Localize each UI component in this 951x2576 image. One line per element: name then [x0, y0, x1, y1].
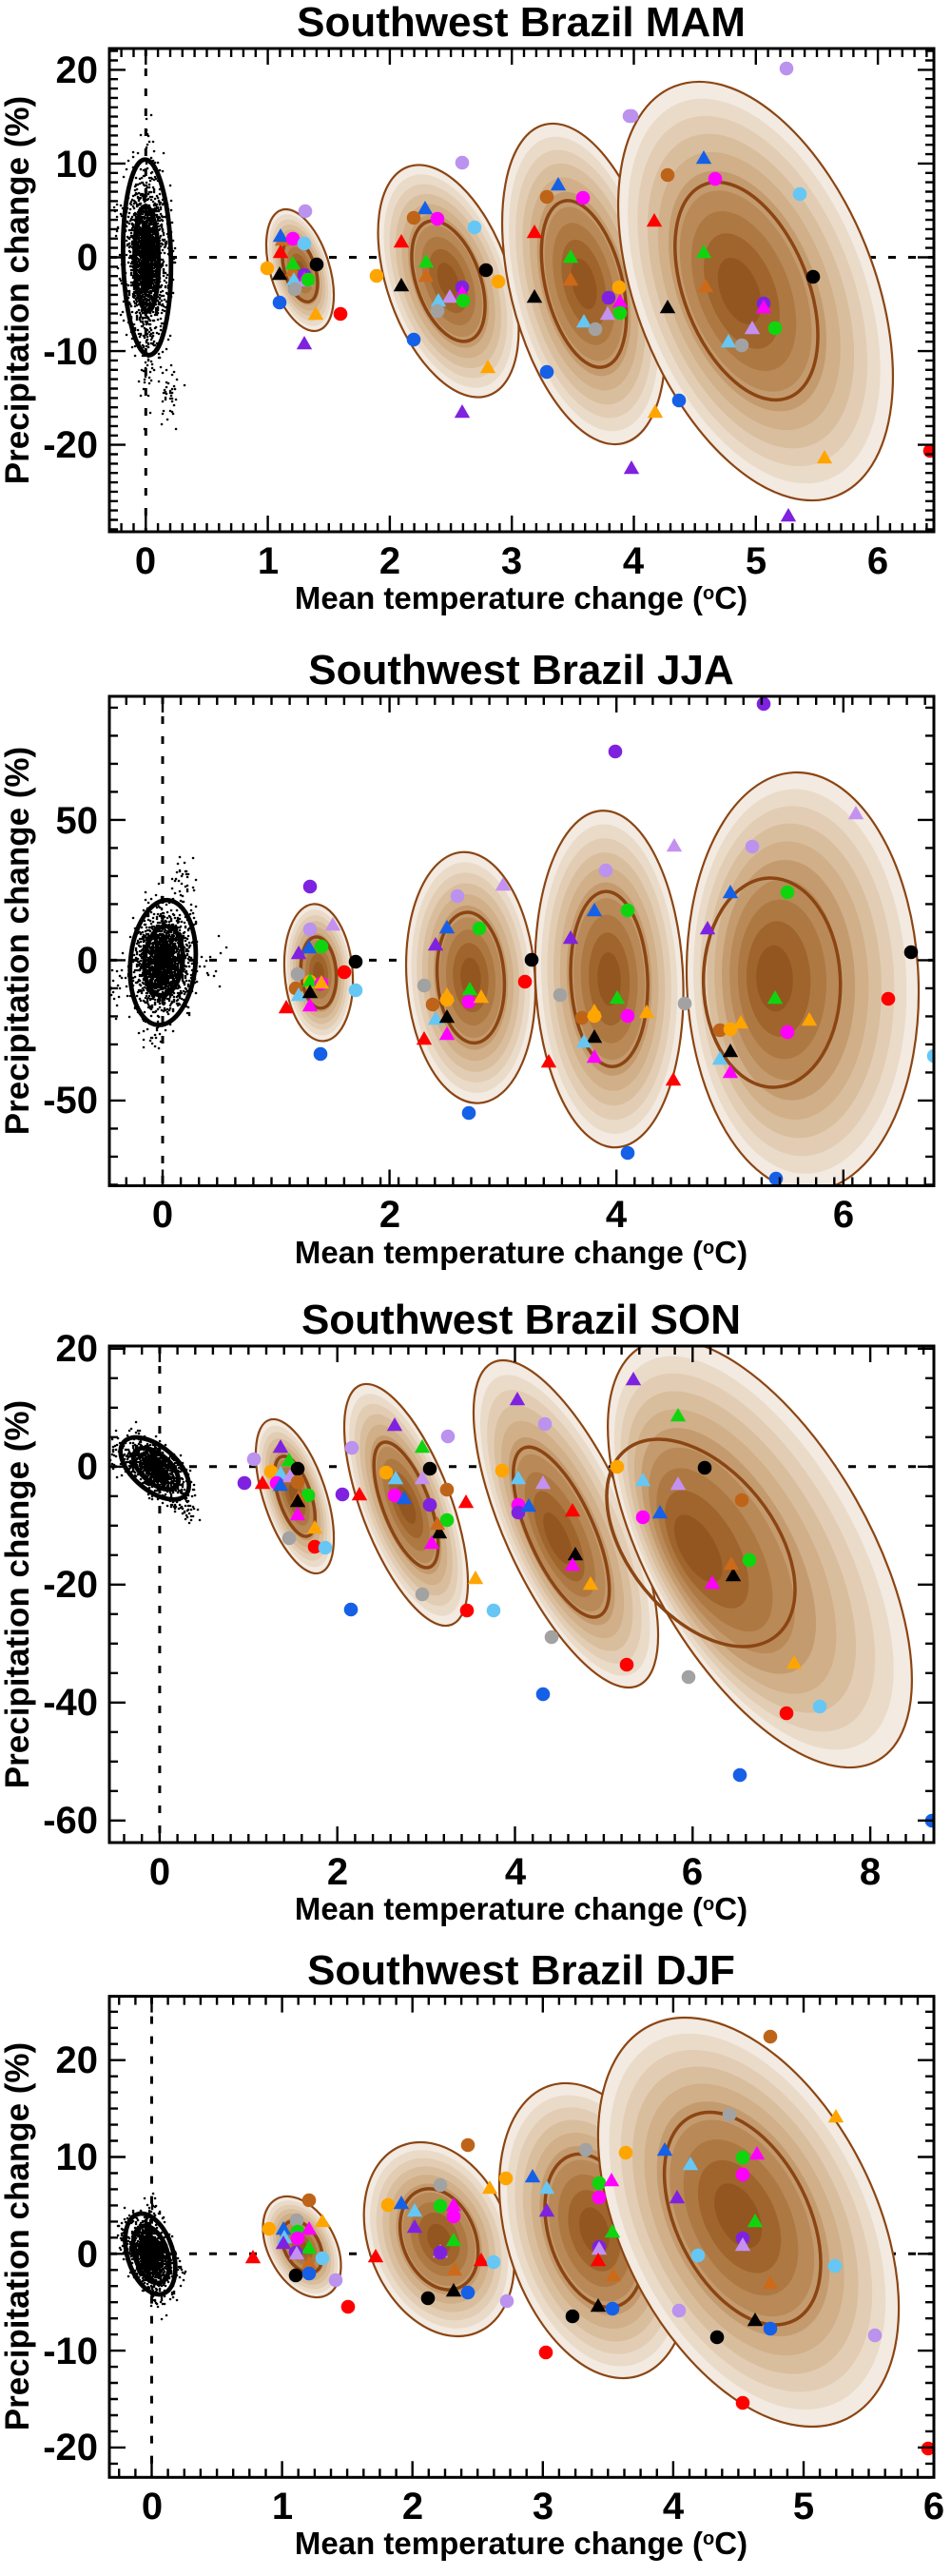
svg-text:Mean temperature change (oC): Mean temperature change (oC) — [295, 2526, 747, 2561]
svg-text:0: 0 — [77, 940, 98, 982]
svg-text:2: 2 — [379, 1194, 400, 1236]
svg-text:3: 3 — [501, 540, 522, 582]
svg-text:4: 4 — [663, 2486, 685, 2527]
svg-text:-20: -20 — [43, 1564, 98, 1606]
svg-text:10: 10 — [56, 144, 99, 185]
svg-text:5: 5 — [793, 2486, 814, 2527]
svg-text:10: 10 — [56, 2137, 99, 2178]
svg-text:Precipitation change (%): Precipitation change (%) — [0, 96, 36, 484]
svg-text:8: 8 — [860, 1851, 881, 1893]
svg-text:Precipitation change (%): Precipitation change (%) — [0, 2042, 36, 2430]
svg-text:20: 20 — [56, 2039, 99, 2081]
svg-text:0: 0 — [77, 2234, 98, 2275]
svg-text:-20: -20 — [43, 424, 98, 466]
svg-text:1: 1 — [258, 540, 279, 582]
svg-text:6: 6 — [682, 1851, 703, 1893]
svg-text:Mean temperature change (oC): Mean temperature change (oC) — [295, 1235, 747, 1270]
svg-text:0: 0 — [149, 1851, 170, 1893]
svg-text:2: 2 — [327, 1851, 348, 1893]
svg-text:-10: -10 — [43, 331, 98, 373]
svg-text:4: 4 — [606, 1194, 628, 1236]
svg-text:0: 0 — [77, 1446, 98, 1488]
svg-text:3: 3 — [533, 2486, 553, 2527]
svg-text:20: 20 — [56, 49, 99, 91]
svg-text:Precipitation change (%): Precipitation change (%) — [0, 747, 36, 1135]
svg-text:Southwest Brazil MAM: Southwest Brazil MAM — [297, 0, 746, 46]
svg-text:4: 4 — [623, 540, 645, 582]
svg-text:0: 0 — [142, 2486, 163, 2527]
svg-text:0: 0 — [77, 237, 98, 279]
svg-text:Southwest Brazil JJA: Southwest Brazil JJA — [308, 647, 733, 693]
svg-text:6: 6 — [867, 540, 888, 582]
svg-text:Mean temperature change (oC): Mean temperature change (oC) — [295, 1891, 747, 1926]
svg-text:1: 1 — [272, 2486, 293, 2527]
svg-text:5: 5 — [746, 540, 767, 582]
svg-text:0: 0 — [135, 540, 156, 582]
svg-text:4: 4 — [505, 1851, 527, 1893]
svg-text:0: 0 — [152, 1194, 173, 1236]
svg-text:2: 2 — [379, 540, 400, 582]
svg-text:-20: -20 — [43, 2427, 98, 2469]
svg-text:Southwest Brazil DJF: Southwest Brazil DJF — [307, 1947, 735, 1994]
svg-text:Southwest Brazil SON: Southwest Brazil SON — [301, 1297, 741, 1343]
svg-text:20: 20 — [56, 1328, 99, 1370]
svg-text:-50: -50 — [43, 1080, 98, 1122]
svg-text:2: 2 — [402, 2486, 423, 2527]
svg-text:Mean temperature change (oC): Mean temperature change (oC) — [295, 580, 747, 615]
svg-text:6: 6 — [833, 1194, 854, 1236]
svg-text:50: 50 — [56, 800, 99, 842]
svg-text:Precipitation change (%): Precipitation change (%) — [0, 1400, 36, 1788]
svg-text:6: 6 — [923, 2486, 944, 2527]
svg-text:-40: -40 — [43, 1682, 98, 1724]
svg-text:-10: -10 — [43, 2331, 98, 2372]
svg-text:-60: -60 — [43, 1800, 98, 1842]
